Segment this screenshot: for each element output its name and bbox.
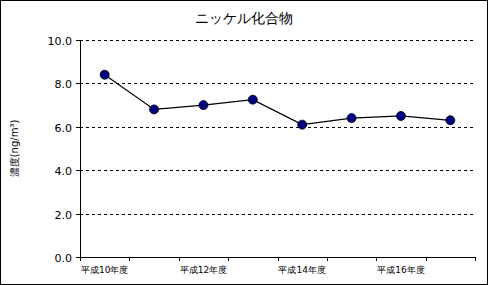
grid-line (80, 214, 475, 215)
data-point (248, 95, 257, 104)
chart-border (1, 1, 488, 285)
grid-line (80, 127, 475, 128)
plot-area (100, 70, 455, 129)
chart-container: ニッケル化合物濃度(ng/m³) 0.0 2.0 4.0 6.0 8.0 10.0 平成10年… (0, 0, 488, 285)
y-tick (76, 127, 80, 128)
x-tick (426, 257, 427, 261)
x-tick (129, 257, 130, 261)
y-tick-label: 6.0 (55, 122, 73, 135)
grid-line (80, 40, 475, 41)
y-tick (76, 257, 80, 258)
x-tick-label: 平成10年度 (81, 265, 128, 275)
x-tick (376, 257, 377, 261)
chart-svg: ニッケル化合物濃度(ng/m³) 0.0 2.0 4.0 6.0 8.0 10.0 平成10年… (0, 0, 488, 285)
data-line (105, 75, 451, 125)
y-tick (76, 214, 80, 215)
grid-line (80, 83, 475, 84)
y-tick-label: 2.0 (55, 209, 73, 222)
y-tick-label: 4.0 (55, 165, 73, 178)
x-tick-label: 平成16年度 (377, 265, 424, 275)
data-point (396, 111, 405, 120)
x-tick (80, 257, 81, 261)
y-tick-label: 0.0 (55, 252, 73, 265)
x-tick (278, 257, 279, 261)
title: ニッケル化合物 (195, 10, 293, 26)
y-tick (76, 40, 80, 41)
x-tick-label: 平成14年度 (278, 265, 325, 275)
y-tick-label: 8.0 (55, 78, 73, 91)
x-tick (228, 257, 229, 261)
data-point (298, 120, 307, 129)
x-axis (80, 257, 475, 258)
y-tick (76, 170, 80, 171)
grid-line (80, 170, 475, 171)
y-tick (76, 83, 80, 84)
x-tick (475, 257, 476, 261)
data-point (446, 116, 455, 125)
data-point (347, 114, 356, 123)
y-axis (80, 40, 81, 257)
x-tick (179, 257, 180, 261)
x-tick (327, 257, 328, 261)
data-point (100, 70, 109, 79)
x-tick-label: 平成12年度 (180, 265, 227, 275)
data-point (150, 105, 159, 114)
y-tick-label: 10.0 (48, 35, 73, 48)
y-axis-label: 濃度(ng/m³) (9, 120, 20, 178)
data-point (199, 101, 208, 110)
